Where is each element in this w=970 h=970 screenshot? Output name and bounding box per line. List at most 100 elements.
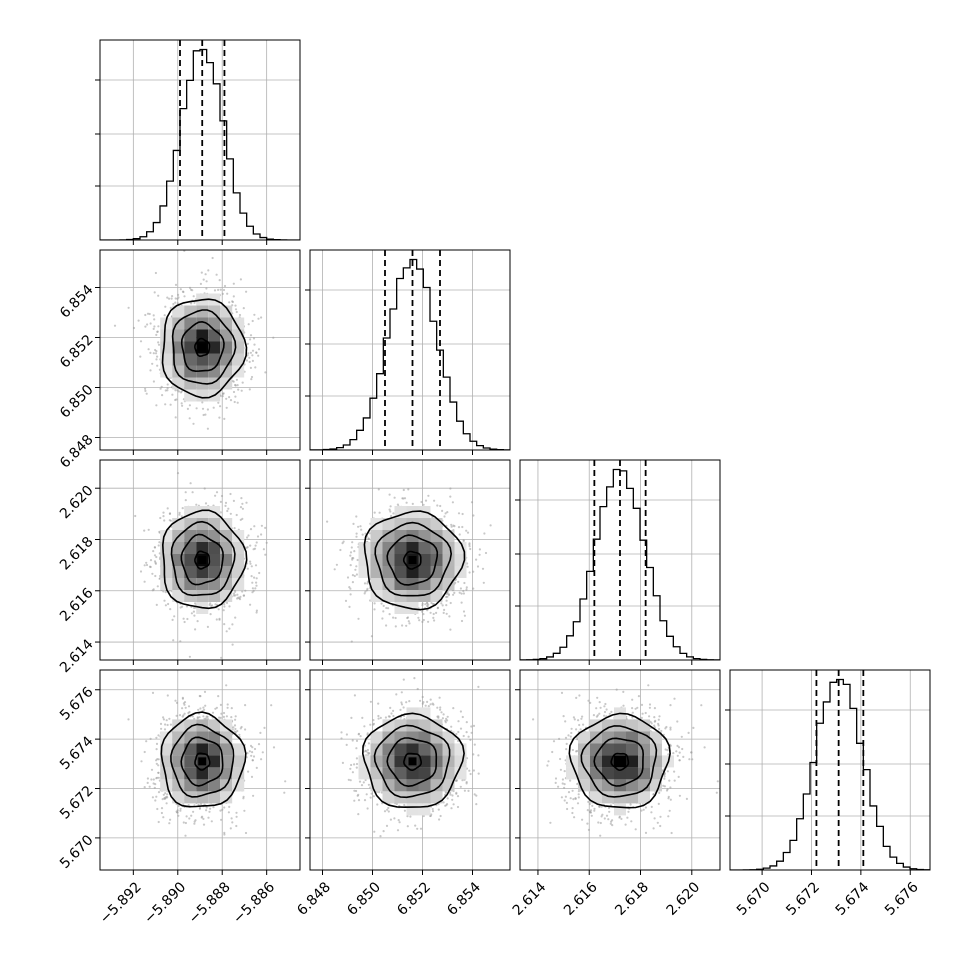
sample-point (349, 551, 353, 554)
sample-point (629, 803, 632, 806)
density-contour (194, 337, 211, 358)
density-contour (170, 723, 235, 798)
sample-point (152, 327, 155, 330)
sample-point (152, 550, 155, 553)
x-tick-label: −5.888 (186, 879, 234, 927)
sample-point (395, 693, 398, 696)
sample-point (183, 620, 186, 624)
sample-point (366, 751, 369, 754)
sample-point (212, 806, 215, 809)
sample-point (352, 522, 355, 526)
sample-point (264, 553, 267, 556)
sample-point (153, 318, 156, 321)
sample-point (219, 703, 222, 707)
sample-point (640, 809, 643, 812)
sample-point (395, 802, 398, 806)
sample-point (247, 770, 250, 773)
sample-point (596, 714, 599, 717)
density-cell (208, 365, 221, 378)
sample-point (335, 563, 338, 566)
sample-point (194, 819, 197, 822)
sample-point (662, 784, 665, 787)
sample-point (260, 524, 263, 527)
density-cell (160, 566, 173, 578)
sample-point (254, 366, 257, 369)
sample-point (599, 834, 602, 837)
density-cell (208, 791, 221, 804)
sample-point (248, 750, 251, 753)
sample-point (637, 695, 641, 698)
sample-point (437, 716, 440, 719)
sample-point (187, 705, 191, 708)
sample-point (473, 743, 476, 746)
sample-point (366, 748, 369, 752)
sample-point (158, 577, 161, 580)
sample-point (251, 581, 254, 584)
sample-point (241, 502, 244, 505)
sample-point (203, 690, 207, 694)
sample-point (622, 690, 625, 694)
sample-point (163, 519, 166, 522)
density-cell (382, 518, 395, 530)
sample-point (650, 722, 653, 725)
sample-point (349, 587, 352, 590)
sample-point (215, 706, 218, 709)
density-cell (160, 767, 173, 780)
sample-point (228, 396, 231, 399)
sample-point (237, 388, 240, 391)
sample-point (669, 704, 672, 707)
sample-point (457, 512, 461, 515)
sample-point (597, 821, 600, 824)
sample-point (449, 793, 452, 796)
density-content (113, 250, 275, 430)
sample-point (369, 700, 372, 703)
density-cell (590, 755, 602, 768)
sample-point (253, 747, 257, 751)
sample-point (212, 406, 215, 409)
sample-point (168, 519, 171, 522)
sample-point (353, 550, 356, 553)
sample-point (453, 591, 456, 595)
density-cell (382, 719, 395, 732)
grid (520, 460, 720, 660)
sample-point (588, 802, 591, 806)
sample-point (427, 620, 430, 623)
sample-point (215, 618, 218, 621)
sample-point (470, 725, 473, 728)
sample-point (659, 824, 662, 828)
sample-point (248, 356, 251, 359)
density-cell (602, 743, 614, 756)
sample-point (239, 727, 242, 730)
x-tick-label: −5.886 (230, 879, 278, 927)
sample-point (483, 532, 486, 535)
sample-point (411, 502, 414, 505)
sample-point (349, 593, 352, 596)
sample-point (241, 381, 244, 384)
sample-point (249, 744, 253, 748)
density-cell (172, 353, 185, 366)
density-content (340, 677, 480, 838)
sample-point (188, 286, 192, 289)
density-cell (184, 518, 197, 530)
sample-point (370, 792, 373, 795)
density-cell (430, 791, 443, 804)
sample-point (387, 607, 390, 610)
sample-point (194, 628, 197, 631)
sample-point (202, 715, 205, 718)
sample-point (245, 501, 248, 504)
sample-point (373, 608, 376, 611)
sample-point (234, 590, 237, 593)
sample-point (353, 789, 356, 792)
sample-point (577, 793, 580, 796)
sample-point (249, 366, 252, 369)
sample-point (149, 737, 152, 741)
sample-point (422, 814, 425, 818)
sample-point (477, 754, 480, 757)
density-cell (578, 731, 590, 744)
sample-point (213, 289, 217, 292)
sample-point (348, 586, 351, 589)
sample-point (198, 716, 201, 719)
sample-point (231, 643, 234, 646)
sample-point (667, 753, 670, 756)
sample-point (403, 803, 406, 807)
